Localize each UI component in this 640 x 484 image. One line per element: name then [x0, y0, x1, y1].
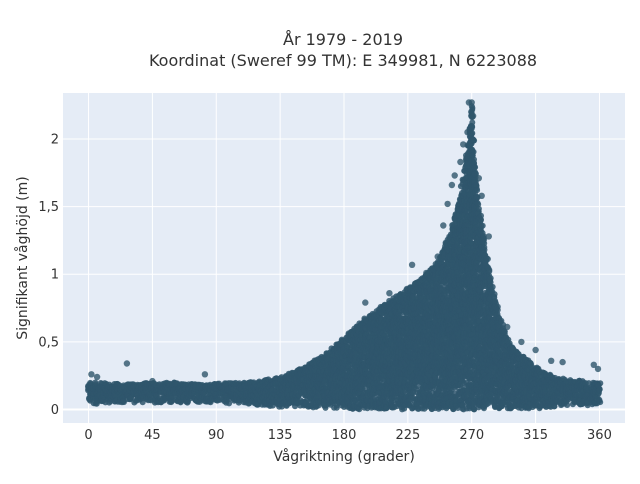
chart-title-line-2: Koordinat (Sweref 99 TM): E 349981, N 62… — [149, 51, 537, 70]
chart-title-line-1: År 1979 - 2019 — [283, 30, 403, 49]
data-point — [168, 399, 174, 405]
